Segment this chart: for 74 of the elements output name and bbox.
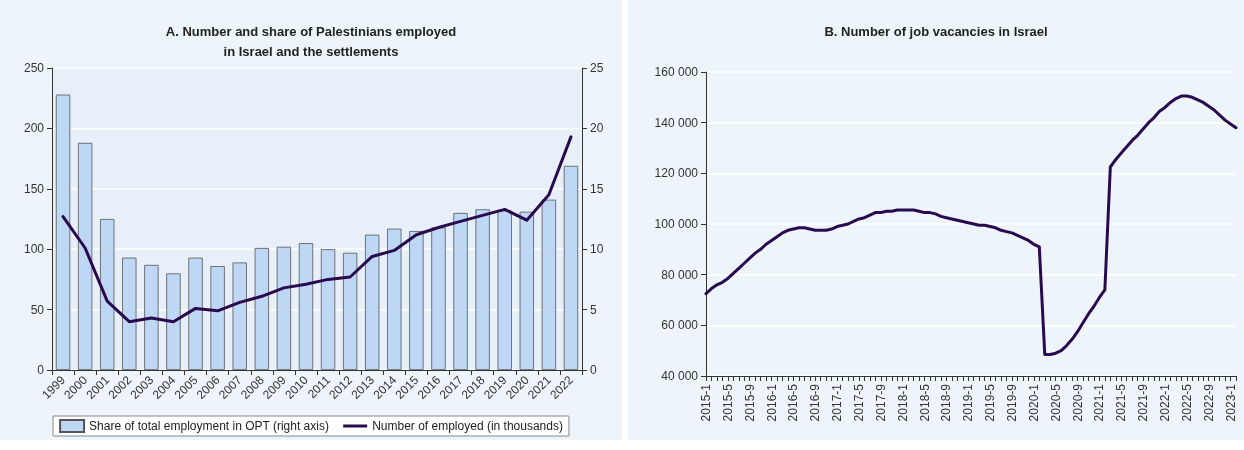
bar: [77, 142, 93, 370]
bar: [497, 210, 512, 370]
x-tick-label: 2022-1: [1157, 383, 1172, 422]
y-tick-label: 0: [37, 363, 45, 377]
y-tick-label: 250: [23, 61, 45, 75]
bar: [276, 246, 292, 370]
bar: [210, 266, 225, 370]
x-tick-label: 2017-5: [851, 383, 866, 422]
legend-label: Number of employed (in thousands): [372, 419, 563, 433]
x-tick-label: 2018-1: [895, 383, 910, 422]
bar: [387, 228, 402, 370]
bar: [298, 243, 314, 370]
x-tick-label: 2020-5: [1048, 383, 1063, 422]
y2-tick-label: 25: [590, 61, 604, 75]
x-tick-label: 2019-9: [1004, 383, 1019, 422]
legend-label: Share of total employment in OPT (right axis): [89, 419, 329, 433]
bar: [55, 94, 71, 370]
bar: [100, 219, 115, 370]
bar: [122, 257, 137, 370]
bar: [188, 257, 203, 370]
x-tick-label: 2018-5: [917, 383, 932, 422]
bar: [232, 262, 247, 370]
bar: [320, 249, 336, 370]
chart-title: A. Number and share of Palestinians employed in Israel and the settlements: [165, 23, 457, 59]
x-tick-label: 2020-9: [1070, 383, 1085, 422]
line-series: [704, 94, 1238, 356]
x-tick-label: 2020-1: [1026, 383, 1041, 422]
x-tick-label: 2022-9: [1201, 383, 1216, 422]
y-tick-label: 150: [23, 181, 45, 196]
y2-tick-label: 5: [590, 302, 597, 317]
bar: [475, 209, 490, 370]
x-tick-label: 2021-1: [1092, 383, 1107, 422]
y-tick-label: 60 000: [661, 318, 699, 333]
x-tick-label: 2018-9: [939, 383, 954, 422]
y2-tick-label: 15: [590, 181, 604, 196]
x-tick-label: 2016-1: [764, 383, 779, 422]
x-tick-label: 2023-1: [1223, 383, 1238, 422]
y-tick-label: 50: [30, 302, 45, 317]
bar: [254, 247, 269, 370]
x-tick-label: 2016-9: [808, 383, 823, 422]
x-tick-label: 2015-5: [720, 383, 735, 422]
x-tick-label: 2022-5: [1179, 383, 1194, 422]
bar: [365, 234, 380, 370]
x-tick-label: 2021-5: [1114, 383, 1129, 422]
x-tick-label: 2017-1: [830, 383, 845, 422]
bar: [519, 211, 534, 370]
bar: [541, 199, 557, 370]
y-tick-label: 200: [23, 121, 45, 136]
bar: [563, 165, 579, 370]
x-tick-label: 2017-9: [873, 383, 888, 422]
chart-title: B. Number of job vacancies in Israel: [824, 23, 1048, 39]
y2-tick-label: 20: [590, 121, 604, 136]
y-tick-label: 160 000: [654, 65, 699, 79]
bar: [453, 212, 468, 370]
bar: [166, 273, 181, 370]
line-series: [61, 135, 573, 324]
y-tick-label: 140 000: [654, 115, 699, 130]
bar: [342, 252, 358, 370]
x-tick-label: 2015-9: [742, 383, 757, 422]
bar: [409, 231, 424, 370]
x-tick-label: 2019-5: [983, 383, 998, 422]
y-tick-label: 80 000: [661, 267, 699, 282]
y-tick-label: 100: [23, 242, 45, 257]
y-tick-label: 120 000: [654, 166, 699, 181]
y-tick-label: 40 000: [661, 369, 699, 383]
y2-tick-label: 10: [590, 242, 604, 257]
bar: [431, 227, 446, 370]
x-tick-label: 2019-1: [961, 383, 976, 422]
x-tick-label: 2015-1: [699, 383, 713, 422]
y2-tick-label: 0: [590, 363, 597, 377]
y-tick-label: 100 000: [654, 217, 699, 231]
x-tick-label: 2016-5: [786, 383, 801, 422]
x-tick-label: 2021-9: [1136, 383, 1151, 422]
bar: [144, 264, 159, 370]
